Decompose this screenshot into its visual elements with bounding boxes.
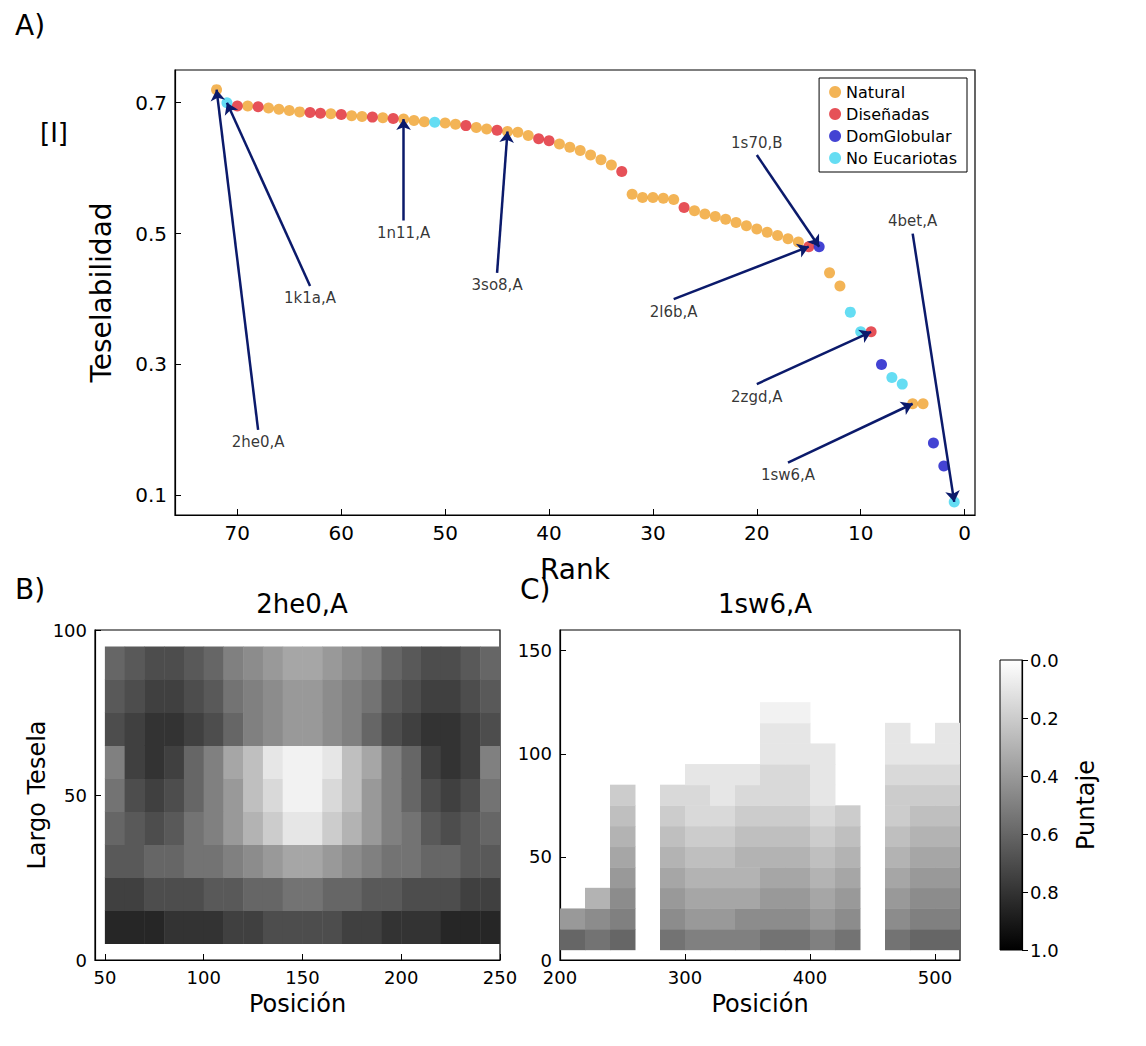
svg-text:2he0,A: 2he0,A	[232, 433, 286, 451]
svg-text:No Eucariotas: No Eucariotas	[846, 149, 957, 168]
svg-text:100: 100	[518, 743, 552, 764]
svg-text:50: 50	[432, 521, 457, 545]
svg-text:0.3: 0.3	[135, 352, 167, 376]
svg-text:20: 20	[744, 521, 769, 545]
svg-text:DomGlobular: DomGlobular	[846, 127, 952, 146]
svg-text:500: 500	[918, 967, 952, 988]
svg-text:Diseñadas: Diseñadas	[846, 105, 929, 124]
svg-text:B): B)	[15, 573, 45, 606]
svg-text:400: 400	[793, 967, 827, 988]
svg-text:1.0: 1.0	[1030, 940, 1059, 961]
svg-text:200: 200	[384, 967, 418, 988]
svg-text:300: 300	[668, 967, 702, 988]
svg-text:Posición: Posición	[711, 990, 808, 1018]
svg-text:0.4: 0.4	[1030, 766, 1059, 787]
svg-text:3so8,A: 3so8,A	[472, 276, 524, 294]
svg-text:Puntaje: Puntaje	[1072, 760, 1100, 850]
svg-text:30: 30	[640, 521, 665, 545]
svg-text:50: 50	[93, 967, 116, 988]
svg-text:0: 0	[76, 950, 87, 971]
svg-text:Teselabilidad: Teselabilidad	[85, 202, 118, 383]
svg-text:0: 0	[540, 949, 552, 971]
svg-text:Rank: Rank	[540, 553, 611, 586]
svg-text:Posición: Posición	[249, 990, 346, 1018]
svg-text:0.8: 0.8	[1030, 882, 1059, 903]
svg-text:100: 100	[186, 967, 220, 988]
svg-text:Largo Tesela: Largo Tesela	[23, 720, 51, 869]
svg-text:[I]: [I]	[40, 118, 68, 148]
svg-text:1sw6,A: 1sw6,A	[761, 466, 816, 484]
svg-text:0.0: 0.0	[1030, 650, 1059, 671]
svg-text:C): C)	[520, 573, 550, 606]
svg-text:0.2: 0.2	[1030, 708, 1059, 729]
svg-text:150: 150	[285, 967, 319, 988]
svg-text:0.1: 0.1	[135, 483, 167, 507]
svg-text:Natural: Natural	[846, 83, 905, 102]
svg-text:60: 60	[329, 521, 354, 545]
svg-text:1n11,A: 1n11,A	[377, 224, 431, 242]
svg-text:0.5: 0.5	[135, 222, 167, 246]
svg-text:250: 250	[483, 967, 517, 988]
svg-text:10: 10	[848, 521, 873, 545]
svg-text:2l6b,A: 2l6b,A	[650, 303, 699, 321]
svg-text:0.6: 0.6	[1030, 824, 1059, 845]
svg-text:150: 150	[518, 640, 552, 661]
svg-text:2zgd,A: 2zgd,A	[731, 388, 783, 406]
svg-text:1s70,B: 1s70,B	[731, 134, 783, 152]
svg-text:0.7: 0.7	[135, 91, 167, 115]
svg-text:A): A)	[15, 9, 45, 42]
svg-text:50: 50	[64, 785, 87, 806]
svg-text:40: 40	[536, 521, 561, 545]
svg-text:1k1a,A: 1k1a,A	[284, 289, 337, 307]
svg-text:1sw6,A: 1sw6,A	[718, 589, 812, 619]
svg-text:0: 0	[958, 521, 971, 545]
svg-text:2he0,A: 2he0,A	[256, 589, 348, 619]
svg-text:100: 100	[53, 620, 87, 641]
svg-text:70: 70	[225, 521, 250, 545]
svg-text:200: 200	[543, 967, 577, 988]
svg-text:50: 50	[529, 846, 552, 867]
svg-text:4bet,A: 4bet,A	[888, 212, 938, 230]
